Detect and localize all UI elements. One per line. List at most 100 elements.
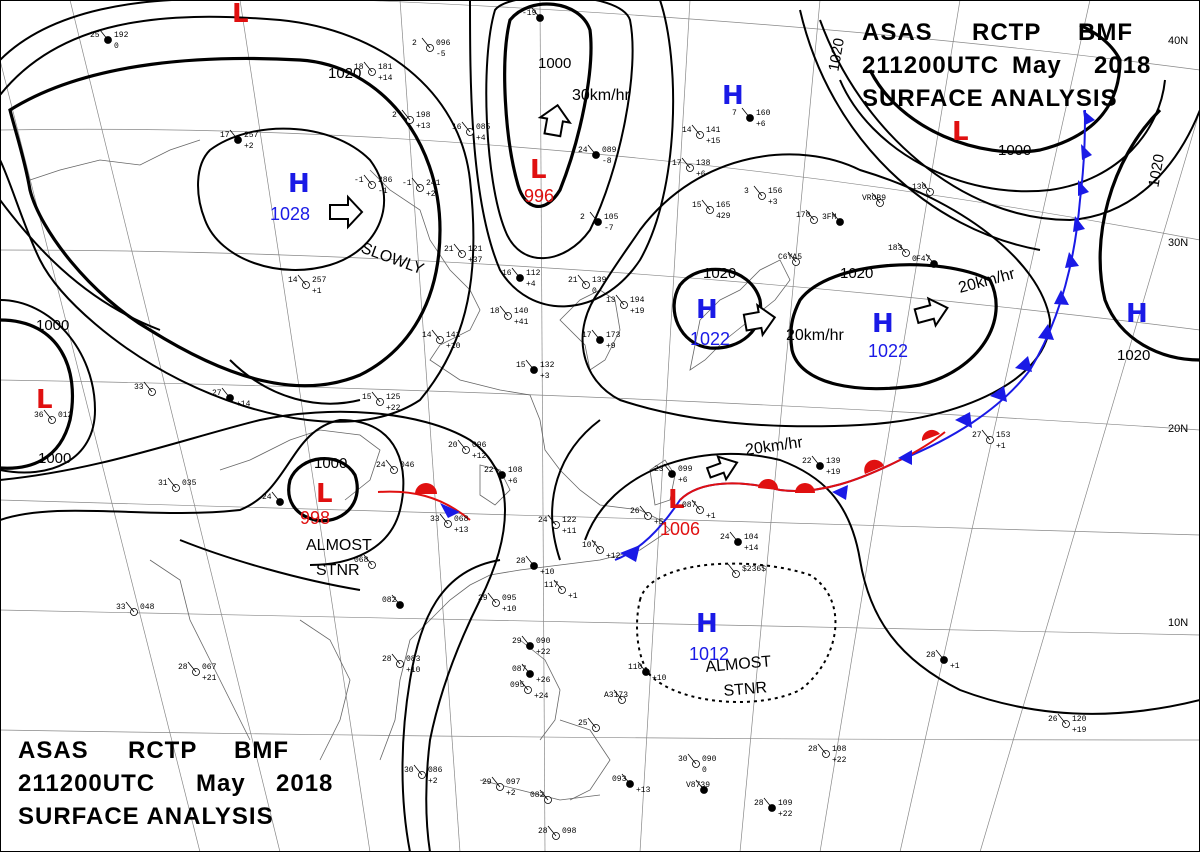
station-tendency: +37 — [468, 256, 483, 265]
station-pressure: 096 — [472, 441, 487, 450]
station-plot: 33 — [134, 381, 156, 396]
station-plot: 16 112 +4 — [502, 267, 541, 289]
title-code-rctp: RCTP — [128, 737, 197, 764]
station-plot: 28 109 +22 — [754, 797, 793, 819]
station-pressure: 108 — [508, 466, 523, 475]
low-symbol: L — [316, 479, 333, 509]
station-plot: 28 +10 — [516, 555, 555, 577]
station-plot: 28 098 — [538, 825, 577, 840]
station-plot: 107 +12 — [582, 539, 621, 561]
station-temp: 082 — [382, 596, 397, 605]
station-plot: 21 121 +37 — [444, 243, 483, 265]
fronts — [377, 109, 1095, 562]
isobar-label: 1020 — [1117, 347, 1150, 364]
isobar-label: 1020 — [825, 37, 848, 73]
station-tendency: +13 — [454, 526, 469, 535]
station-tendency: +22 — [536, 648, 551, 657]
station-tendency: +24 — [534, 692, 549, 701]
isobar-996-low — [503, 2, 593, 209]
station-tendency: +5 — [654, 518, 664, 527]
station-temp: 33 — [116, 603, 126, 612]
station-plot: 3 156 +3 — [744, 185, 783, 207]
wind-barb — [547, 825, 557, 837]
station-plot: -1 241 +2 — [402, 177, 441, 199]
high-symbol: H — [696, 609, 718, 639]
station-plot: 082 — [530, 789, 552, 804]
station-temp: 087 — [512, 665, 527, 674]
stnr-label: STNR — [723, 679, 768, 700]
station-plot: 095 +24 — [510, 679, 549, 701]
wind-barb — [871, 192, 881, 204]
wind-barb — [99, 29, 109, 41]
station-temp: 33 — [134, 383, 144, 392]
station-plot: 25 192 0 — [90, 29, 129, 51]
station-temp: 3 — [744, 187, 749, 196]
station-pressure: 105 — [604, 213, 619, 222]
station-plot: 26 +5 — [630, 505, 664, 527]
wind-barb — [691, 499, 701, 511]
wind-barb — [411, 177, 421, 189]
station-temp: V8739 — [686, 781, 710, 790]
station-temp: 20 — [448, 441, 458, 450]
high-value: 1022 — [690, 329, 730, 349]
latitude-label: 40N — [1168, 35, 1188, 47]
station-tendency: +22 — [778, 810, 793, 819]
station-temp: 13 — [606, 296, 616, 305]
station-temp: -1 — [354, 176, 364, 185]
station-tendency: -8 — [602, 157, 612, 166]
station-pressure: 086 — [428, 766, 443, 775]
wind-barb — [935, 649, 945, 661]
station-temp: 130 — [912, 183, 927, 192]
wind-barb — [413, 764, 423, 776]
low-symbol: L — [668, 485, 685, 515]
station-plot: 15 132 +3 — [516, 359, 555, 381]
station-temp: 28 — [808, 745, 818, 754]
station-pressure: 241 — [426, 179, 441, 188]
station-tendency: +3 — [768, 198, 778, 207]
station-temp: 24 — [720, 533, 730, 542]
low-value: 1006 — [660, 519, 700, 539]
station-temp: 21 — [444, 245, 454, 254]
station-pressure: 121 — [468, 245, 483, 254]
station-tendency: +6 — [696, 170, 706, 179]
station-plot: 29 097 +2 — [482, 776, 521, 798]
station-temp: 2 — [412, 39, 417, 48]
wind-barb — [613, 689, 623, 701]
wind-barb — [587, 717, 597, 729]
station-plot: 15 165 429 — [692, 199, 731, 221]
station-plot: C6YA5 — [778, 251, 802, 266]
wind-barb — [525, 555, 535, 567]
station-pressure: 096 — [436, 39, 451, 48]
station-pressure: 068 — [454, 515, 469, 524]
station-pressure: 048 — [140, 603, 155, 612]
wind-barb — [981, 429, 991, 441]
station-plot: F47 — [916, 253, 938, 268]
coastlines — [29, 139, 791, 801]
wind-barb — [539, 789, 549, 801]
wind-barb — [531, 7, 541, 19]
station-tendency: +2 — [428, 777, 438, 786]
station-pressure: 156 — [768, 187, 783, 196]
station-tendency: +19 — [630, 307, 645, 316]
station-plot: 2 105 -7 — [580, 211, 619, 233]
wind-barb — [521, 663, 531, 675]
station-plot: 21 139 0 — [568, 274, 607, 296]
station-tendency: +4 — [526, 280, 536, 289]
station-temp: -1 — [402, 179, 412, 188]
station-plot: 27 153 +1 — [972, 429, 1011, 451]
station-pressure: 141 — [446, 331, 461, 340]
station-temp: 18 — [354, 63, 364, 72]
station-temp: 26 — [1048, 715, 1058, 724]
wind-barb — [577, 274, 587, 286]
station-temp: 28 — [926, 651, 936, 660]
wind-barb — [493, 464, 503, 476]
station-pressure: 173 — [606, 331, 621, 340]
station-tendency: +11 — [562, 527, 577, 536]
wind-barb — [701, 199, 711, 211]
wind-barb — [811, 455, 821, 467]
station-plot: VROB9 — [862, 192, 886, 207]
station-tendency: +2 — [506, 789, 516, 798]
station-temp: 093 — [612, 775, 627, 784]
station-plot: 14 257 +1 — [288, 274, 327, 296]
